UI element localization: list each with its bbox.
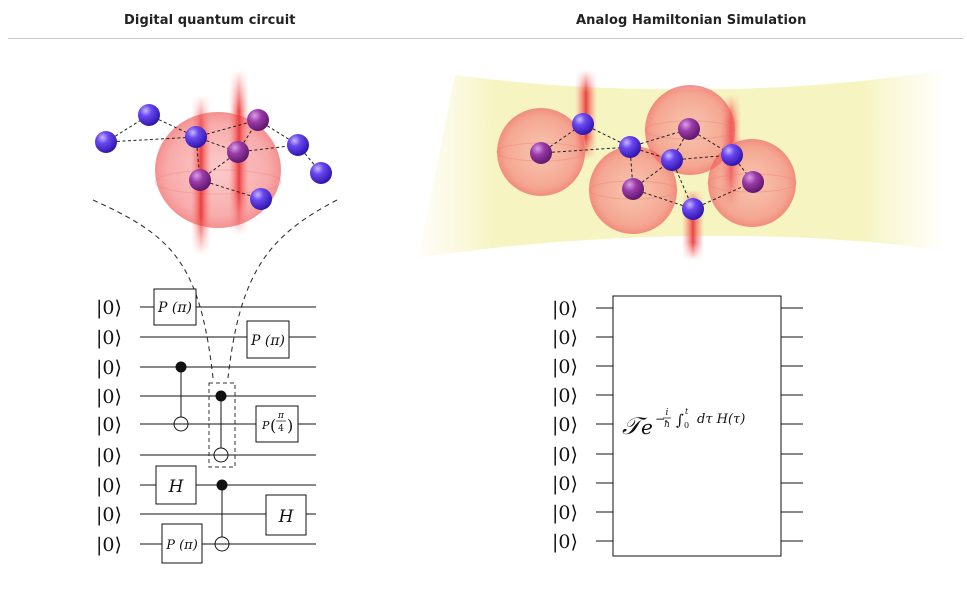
- atom: [572, 113, 594, 135]
- atom: [185, 126, 207, 148]
- blockade-sphere-equator: [154, 169, 282, 195]
- digital-atom-array: [95, 70, 332, 255]
- analog-circuit: |0⟩ |0⟩ |0⟩ |0⟩ |0⟩ |0⟩ |0⟩ |0⟩ |0⟩ 𝒯 e − i ħ ∫ …: [552, 295, 803, 557]
- atom: [95, 131, 117, 153]
- exponent-minus: −: [655, 412, 665, 426]
- atom: [287, 134, 309, 156]
- control-dot: [215, 390, 227, 402]
- analog-simulation-title: Analog Hamiltonian Simulation: [576, 13, 807, 28]
- phase-gate-pi-over-4-prefix: P: [261, 419, 270, 432]
- zoom-funnel: [92, 199, 338, 379]
- atom-excited: [678, 118, 700, 140]
- qubit-initial-state-label: |0⟩: [96, 414, 122, 436]
- atom-excited: [742, 171, 764, 193]
- qubit-initial-state-label: |0⟩: [552, 531, 578, 553]
- qubit-initial-state-label: |0⟩: [552, 327, 578, 349]
- phase-gate-2: P (π): [246, 320, 290, 359]
- time-evolution-unitary-box: [612, 295, 782, 557]
- qubit-initial-state-label: |0⟩: [552, 444, 578, 466]
- integral-upper-limit: t: [685, 407, 689, 416]
- atom: [310, 162, 332, 184]
- phase-gate-3: P (π): [161, 523, 203, 564]
- atom-excited: [530, 142, 552, 164]
- atom-excited: [189, 169, 211, 191]
- phase-gate-3-label: P (π): [165, 538, 198, 553]
- digital-qubit-labels: |0⟩ |0⟩ |0⟩ |0⟩ |0⟩ |0⟩ |0⟩ |0⟩ |0⟩: [96, 297, 122, 556]
- exponent-numerator: i: [666, 408, 669, 418]
- qubit-initial-state-label: |0⟩: [552, 385, 578, 407]
- qubit-initial-state-label: |0⟩: [96, 386, 122, 408]
- phase-gate-pi-over-4: P ( π 4 ): [255, 405, 299, 443]
- svg-text:(: (: [270, 416, 276, 435]
- integrand: dτ H(τ): [697, 412, 745, 427]
- analog-qubit-labels: |0⟩ |0⟩ |0⟩ |0⟩ |0⟩ |0⟩ |0⟩ |0⟩ |0⟩: [552, 298, 578, 553]
- digital-circuit: |0⟩ |0⟩ |0⟩ |0⟩ |0⟩ |0⟩ |0⟩ |0⟩ |0⟩ P (π) P (π): [96, 288, 316, 564]
- qubit-initial-state-label: |0⟩: [96, 357, 122, 379]
- header: Digital quantum circuit Analog Hamiltoni…: [0, 0, 967, 40]
- qubit-initial-state-label: |0⟩: [552, 414, 578, 436]
- atom: [250, 188, 272, 210]
- phase-gate-pi-over-4-numerator: π: [277, 411, 285, 421]
- atom-excited: [247, 109, 269, 131]
- atom: [138, 104, 160, 126]
- qubit-initial-state-label: |0⟩: [96, 445, 122, 467]
- atom: [721, 144, 743, 166]
- qubit-initial-state-label: |0⟩: [96, 534, 122, 556]
- atom-excited: [227, 141, 249, 163]
- hadamard-gate-1: H: [155, 465, 197, 505]
- digital-circuit-title: Digital quantum circuit: [124, 13, 296, 28]
- integral-sign: ∫: [676, 411, 684, 429]
- svg-text:): ): [287, 416, 293, 435]
- hadamard-gate-1-label: H: [168, 477, 185, 497]
- phase-gate-2-label: P (π): [250, 333, 285, 349]
- phase-gate-1-label: P (π): [157, 300, 192, 316]
- atom: [619, 136, 641, 158]
- exponent-denominator: ħ: [664, 420, 670, 430]
- control-dot: [216, 479, 228, 491]
- qubit-initial-state-label: |0⟩: [552, 473, 578, 495]
- cnot-gate-1: [173, 361, 189, 432]
- qubit-initial-state-label: |0⟩: [96, 327, 122, 349]
- qubit-initial-state-label: |0⟩: [96, 297, 122, 319]
- exponential-base: e: [641, 415, 653, 439]
- qubit-initial-state-label: |0⟩: [96, 475, 122, 497]
- qubit-initial-state-label: |0⟩: [552, 356, 578, 378]
- qubit-initial-state-label: |0⟩: [96, 504, 122, 526]
- analog-qubit-wires: [596, 307, 803, 542]
- time-evolution-formula: 𝒯 e − i ħ ∫ 0 t dτ H(τ): [622, 407, 745, 440]
- integral-lower-limit: 0: [684, 421, 689, 430]
- atom: [682, 198, 704, 220]
- header-divider: [8, 38, 963, 39]
- atom-excited: [622, 178, 644, 200]
- qubit-initial-state-label: |0⟩: [552, 298, 578, 320]
- atom: [661, 149, 683, 171]
- cnot-gate-2: [214, 479, 230, 552]
- qubit-initial-state-label: |0⟩: [552, 502, 578, 524]
- highlighted-cnot-gate: [208, 382, 236, 468]
- hadamard-gate-2: H: [265, 494, 307, 536]
- analog-atom-array: [418, 70, 940, 260]
- phase-gate-1: P (π): [153, 288, 197, 326]
- hadamard-gate-2-label: H: [278, 507, 295, 527]
- control-dot: [175, 361, 187, 373]
- phase-gate-pi-over-4-denominator: 4: [278, 424, 284, 434]
